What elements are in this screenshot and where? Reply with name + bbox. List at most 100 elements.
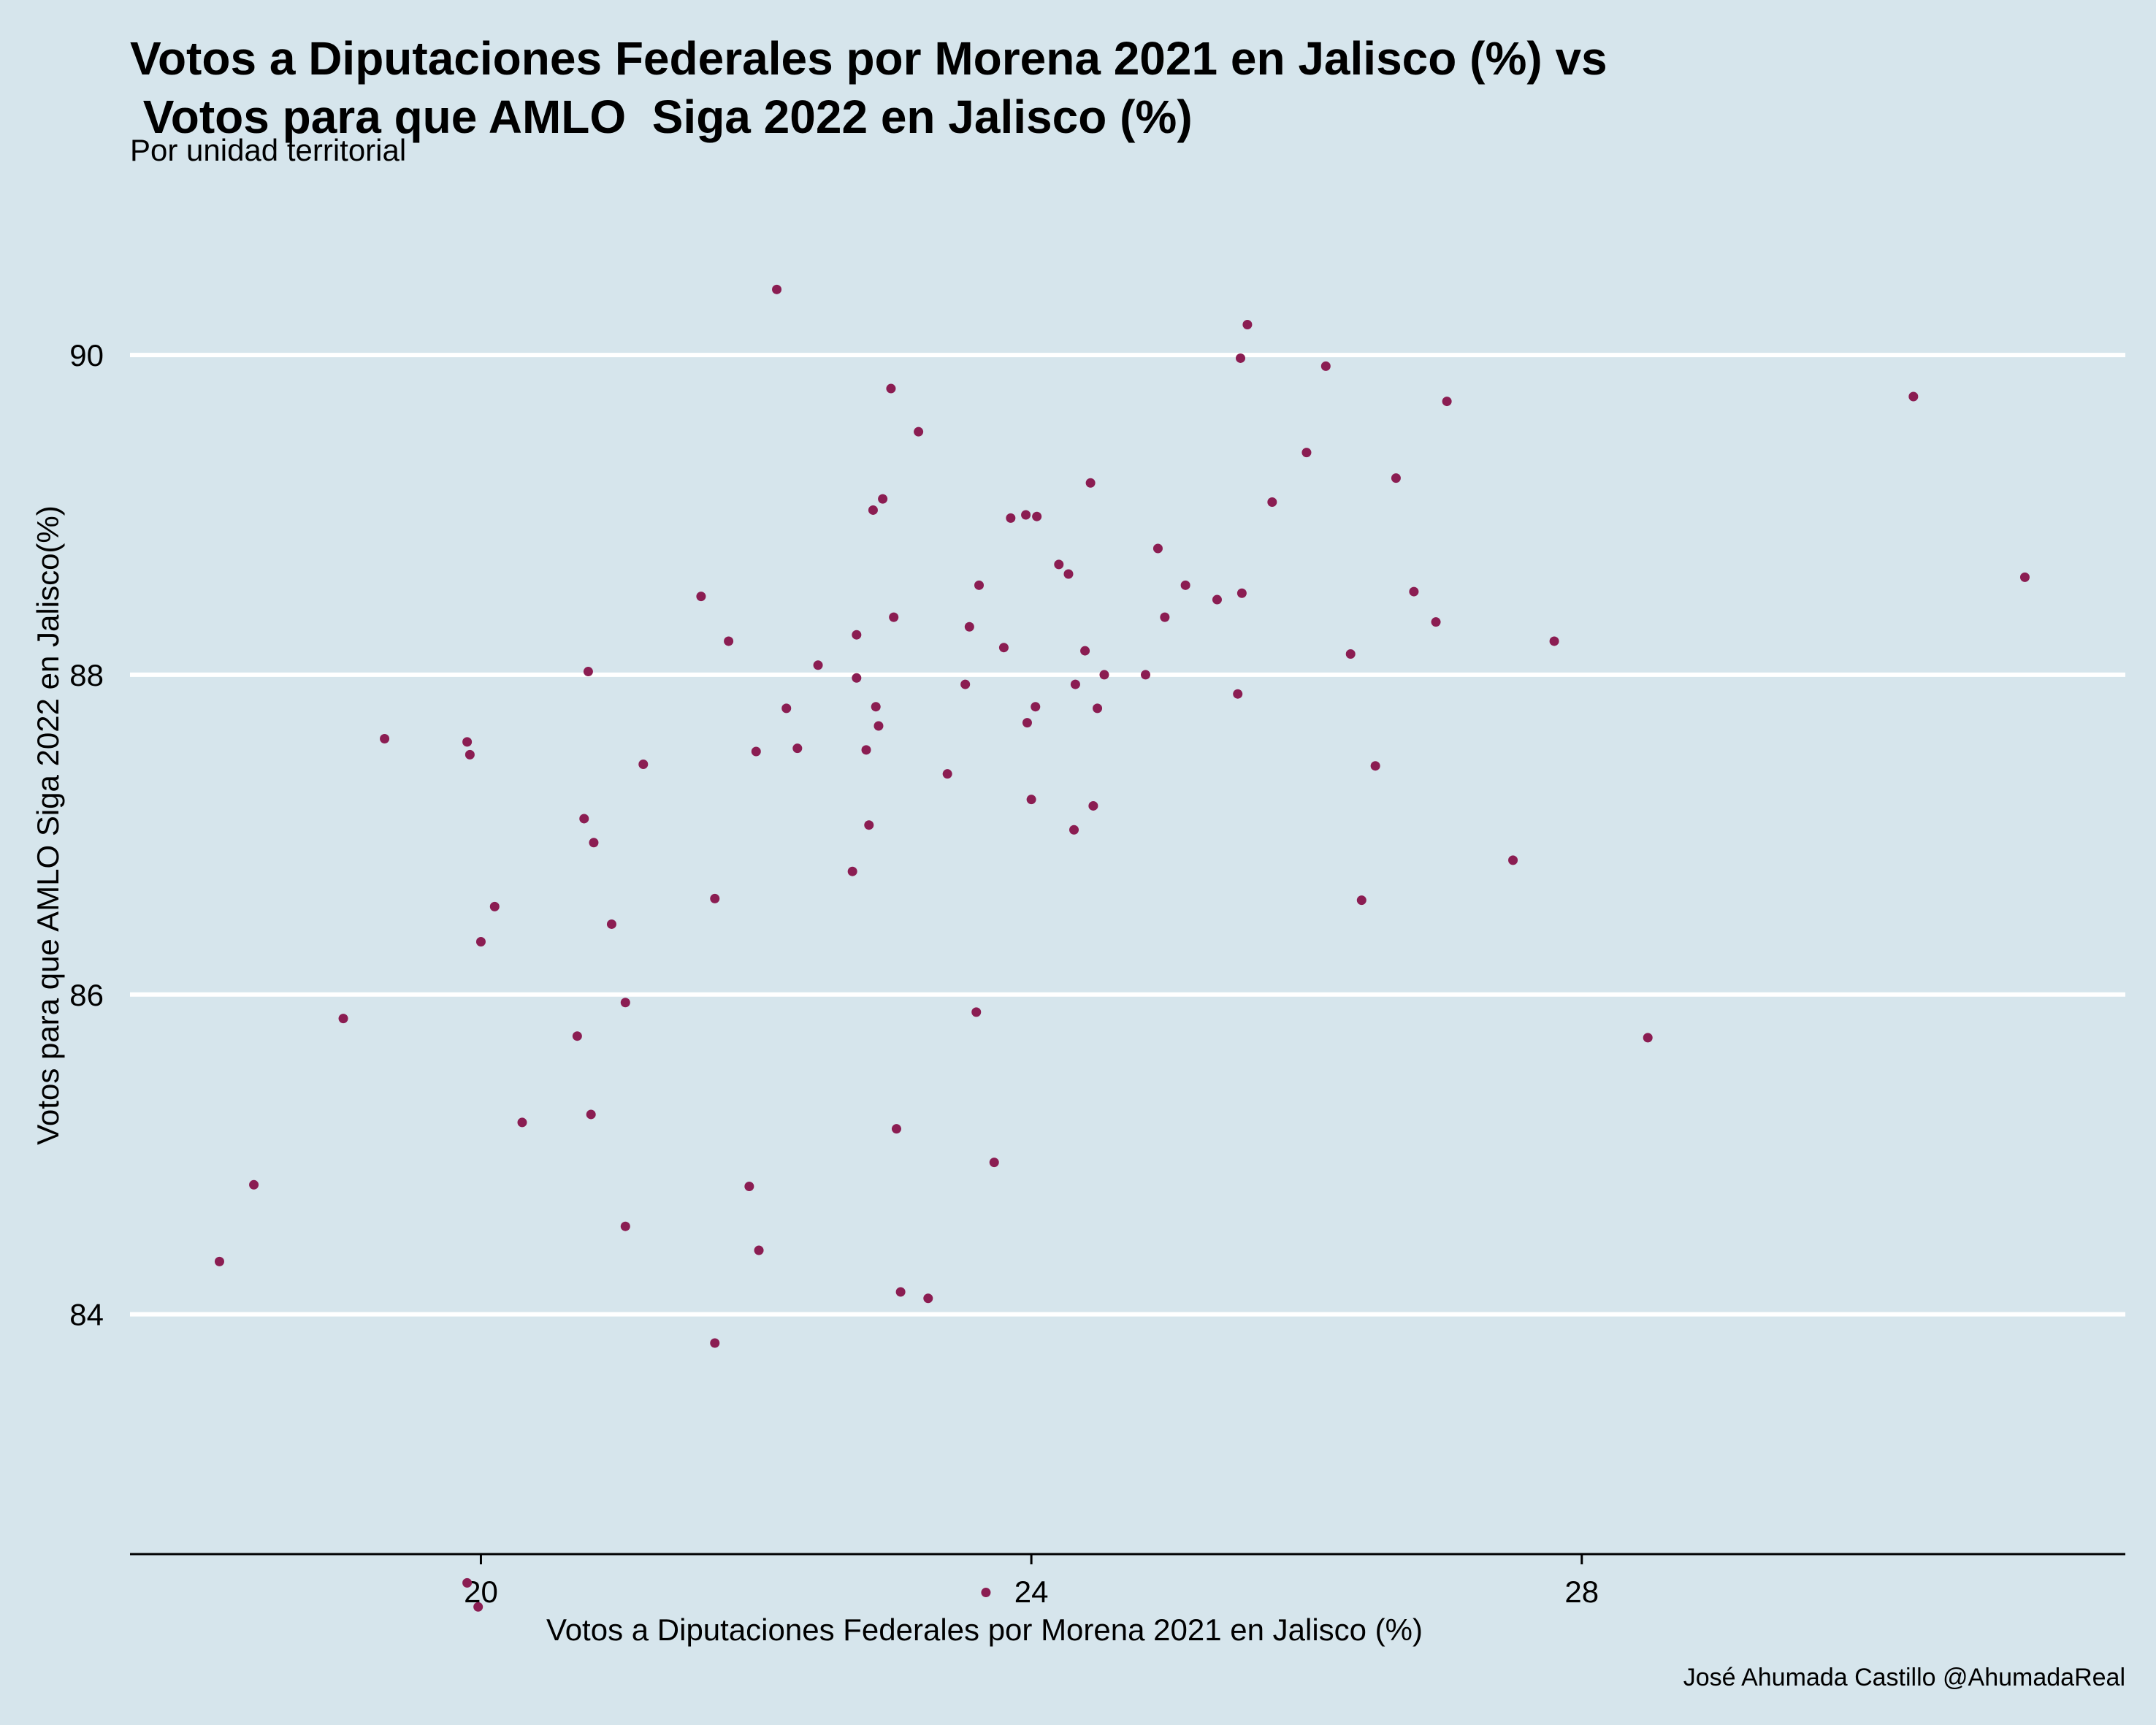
data-point bbox=[813, 660, 823, 670]
data-point bbox=[462, 737, 473, 747]
data-point bbox=[923, 1293, 933, 1304]
data-points bbox=[214, 284, 2030, 1612]
data-point bbox=[1006, 513, 1016, 523]
data-point bbox=[1212, 594, 1222, 605]
data-point bbox=[214, 1256, 224, 1266]
data-point bbox=[895, 1287, 906, 1297]
data-point bbox=[1431, 617, 1441, 627]
data-point bbox=[874, 721, 884, 731]
data-point bbox=[852, 630, 862, 640]
data-point bbox=[1320, 361, 1331, 371]
data-point bbox=[1080, 646, 1090, 656]
data-point bbox=[852, 673, 862, 683]
data-point bbox=[1267, 497, 1277, 507]
data-point bbox=[1508, 855, 1518, 865]
data-point bbox=[960, 679, 971, 689]
y-tick-label: 88 bbox=[69, 658, 104, 692]
data-point bbox=[1093, 703, 1103, 714]
data-point bbox=[781, 703, 792, 714]
data-point bbox=[1069, 825, 1079, 835]
chart-title: Votos a Diputaciones Federales por Moren… bbox=[130, 32, 1608, 143]
chart-subtitle: Por unidad territorial bbox=[130, 133, 407, 167]
y-tick-label: 84 bbox=[69, 1298, 104, 1332]
data-point bbox=[914, 427, 924, 437]
data-point bbox=[1140, 670, 1150, 680]
data-point bbox=[744, 1181, 754, 1191]
data-point bbox=[1345, 649, 1356, 659]
data-point bbox=[886, 383, 896, 394]
data-point bbox=[861, 745, 871, 755]
data-point bbox=[868, 505, 878, 515]
data-point bbox=[847, 866, 857, 876]
data-point bbox=[1370, 761, 1380, 771]
data-point bbox=[620, 998, 630, 1008]
data-point bbox=[1070, 679, 1080, 689]
y-tick-label: 86 bbox=[69, 978, 104, 1012]
data-point bbox=[489, 901, 500, 911]
data-point bbox=[2019, 572, 2030, 582]
data-point bbox=[380, 733, 390, 743]
data-point bbox=[724, 636, 734, 646]
data-point bbox=[475, 937, 486, 947]
data-point bbox=[338, 1014, 348, 1024]
data-point bbox=[792, 743, 803, 754]
data-point bbox=[1099, 670, 1109, 680]
data-point bbox=[1236, 588, 1247, 598]
data-point bbox=[1054, 559, 1064, 570]
data-point bbox=[620, 1221, 630, 1231]
data-point bbox=[710, 1338, 720, 1348]
data-point bbox=[473, 1602, 483, 1612]
data-point bbox=[1022, 718, 1032, 728]
data-point bbox=[1549, 636, 1559, 646]
data-point bbox=[1063, 569, 1074, 579]
data-point bbox=[462, 1577, 473, 1588]
data-point bbox=[942, 769, 952, 779]
data-point bbox=[1643, 1033, 1653, 1043]
data-point bbox=[583, 667, 593, 677]
data-point bbox=[1160, 612, 1170, 622]
data-point bbox=[754, 1245, 764, 1255]
data-point bbox=[1088, 800, 1098, 811]
data-point bbox=[710, 893, 720, 903]
data-point bbox=[586, 1109, 596, 1120]
data-point bbox=[998, 643, 1009, 653]
data-point bbox=[1021, 510, 1031, 520]
data-point bbox=[465, 749, 475, 760]
data-point bbox=[971, 1007, 982, 1017]
data-point bbox=[981, 1588, 991, 1598]
data-point bbox=[1409, 586, 1419, 597]
chart-caption: José Ahumada Castillo @AhumadaReal bbox=[1683, 1664, 2125, 1691]
data-point bbox=[638, 760, 649, 770]
x-tick-label: 28 bbox=[1564, 1575, 1599, 1609]
gridlines bbox=[130, 353, 2125, 1317]
data-point bbox=[1031, 702, 1041, 712]
data-point bbox=[572, 1031, 582, 1041]
data-point bbox=[589, 838, 599, 848]
data-point bbox=[696, 592, 706, 602]
data-point bbox=[989, 1158, 999, 1168]
data-point bbox=[1085, 478, 1096, 488]
data-point bbox=[1242, 319, 1253, 329]
data-point bbox=[772, 284, 782, 294]
data-point bbox=[1301, 448, 1312, 458]
x-axis-label: Votos a Diputaciones Federales por Moren… bbox=[546, 1613, 1423, 1647]
data-point bbox=[889, 612, 899, 622]
data-point bbox=[878, 494, 888, 504]
data-point bbox=[891, 1124, 901, 1134]
data-point bbox=[864, 820, 874, 830]
data-point bbox=[964, 621, 974, 632]
data-point bbox=[579, 814, 589, 824]
data-point bbox=[871, 702, 881, 712]
data-point bbox=[1356, 895, 1366, 906]
data-point bbox=[1032, 511, 1042, 521]
data-point bbox=[1908, 391, 1919, 402]
data-point bbox=[1442, 397, 1452, 407]
data-point bbox=[1152, 543, 1163, 554]
data-point bbox=[1391, 473, 1401, 483]
data-point bbox=[1235, 353, 1245, 363]
data-point bbox=[974, 580, 985, 590]
data-point bbox=[606, 919, 616, 929]
data-point bbox=[1233, 689, 1243, 699]
